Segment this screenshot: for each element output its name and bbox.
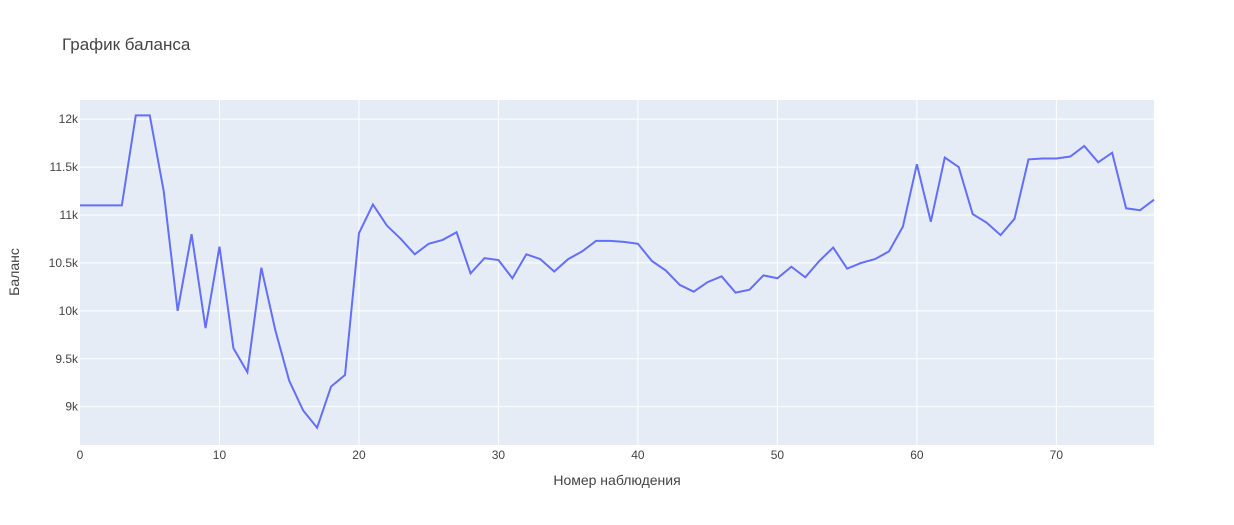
- balance-line: [80, 114, 1155, 430]
- y-tick-label: 11.5k: [50, 160, 79, 174]
- y-tick-label: 12k: [59, 112, 79, 126]
- x-tick-label: 20: [352, 448, 366, 462]
- y-gridlines: [80, 118, 1154, 408]
- y-tick-label: 10k: [59, 304, 79, 318]
- x-tick-label: 60: [910, 448, 924, 462]
- y-tick-label: 9k: [65, 400, 79, 414]
- y-axis-title: Баланс: [6, 248, 22, 296]
- x-tick-label: 0: [77, 448, 84, 462]
- x-tick-label: 40: [631, 448, 645, 462]
- y-tick-label: 9.5k: [55, 352, 79, 366]
- x-tick-label: 50: [771, 448, 785, 462]
- y-tick-label: 11k: [60, 208, 79, 222]
- x-axis-ticks: 0 10 20 30 40 50 60 70: [77, 448, 1064, 462]
- plot-area: [80, 100, 1154, 445]
- x-tick-label: 10: [213, 448, 227, 462]
- x-tick-label: 70: [1050, 448, 1064, 462]
- y-tick-label: 10.5k: [49, 256, 79, 270]
- x-tick-label: 30: [492, 448, 506, 462]
- y-axis-ticks: 9k 9.5k 10k 10.5k 11k 11.5k 12k: [49, 112, 79, 414]
- chart-title: График баланса: [62, 35, 191, 54]
- x-axis-title: Номер наблюдения: [553, 472, 680, 488]
